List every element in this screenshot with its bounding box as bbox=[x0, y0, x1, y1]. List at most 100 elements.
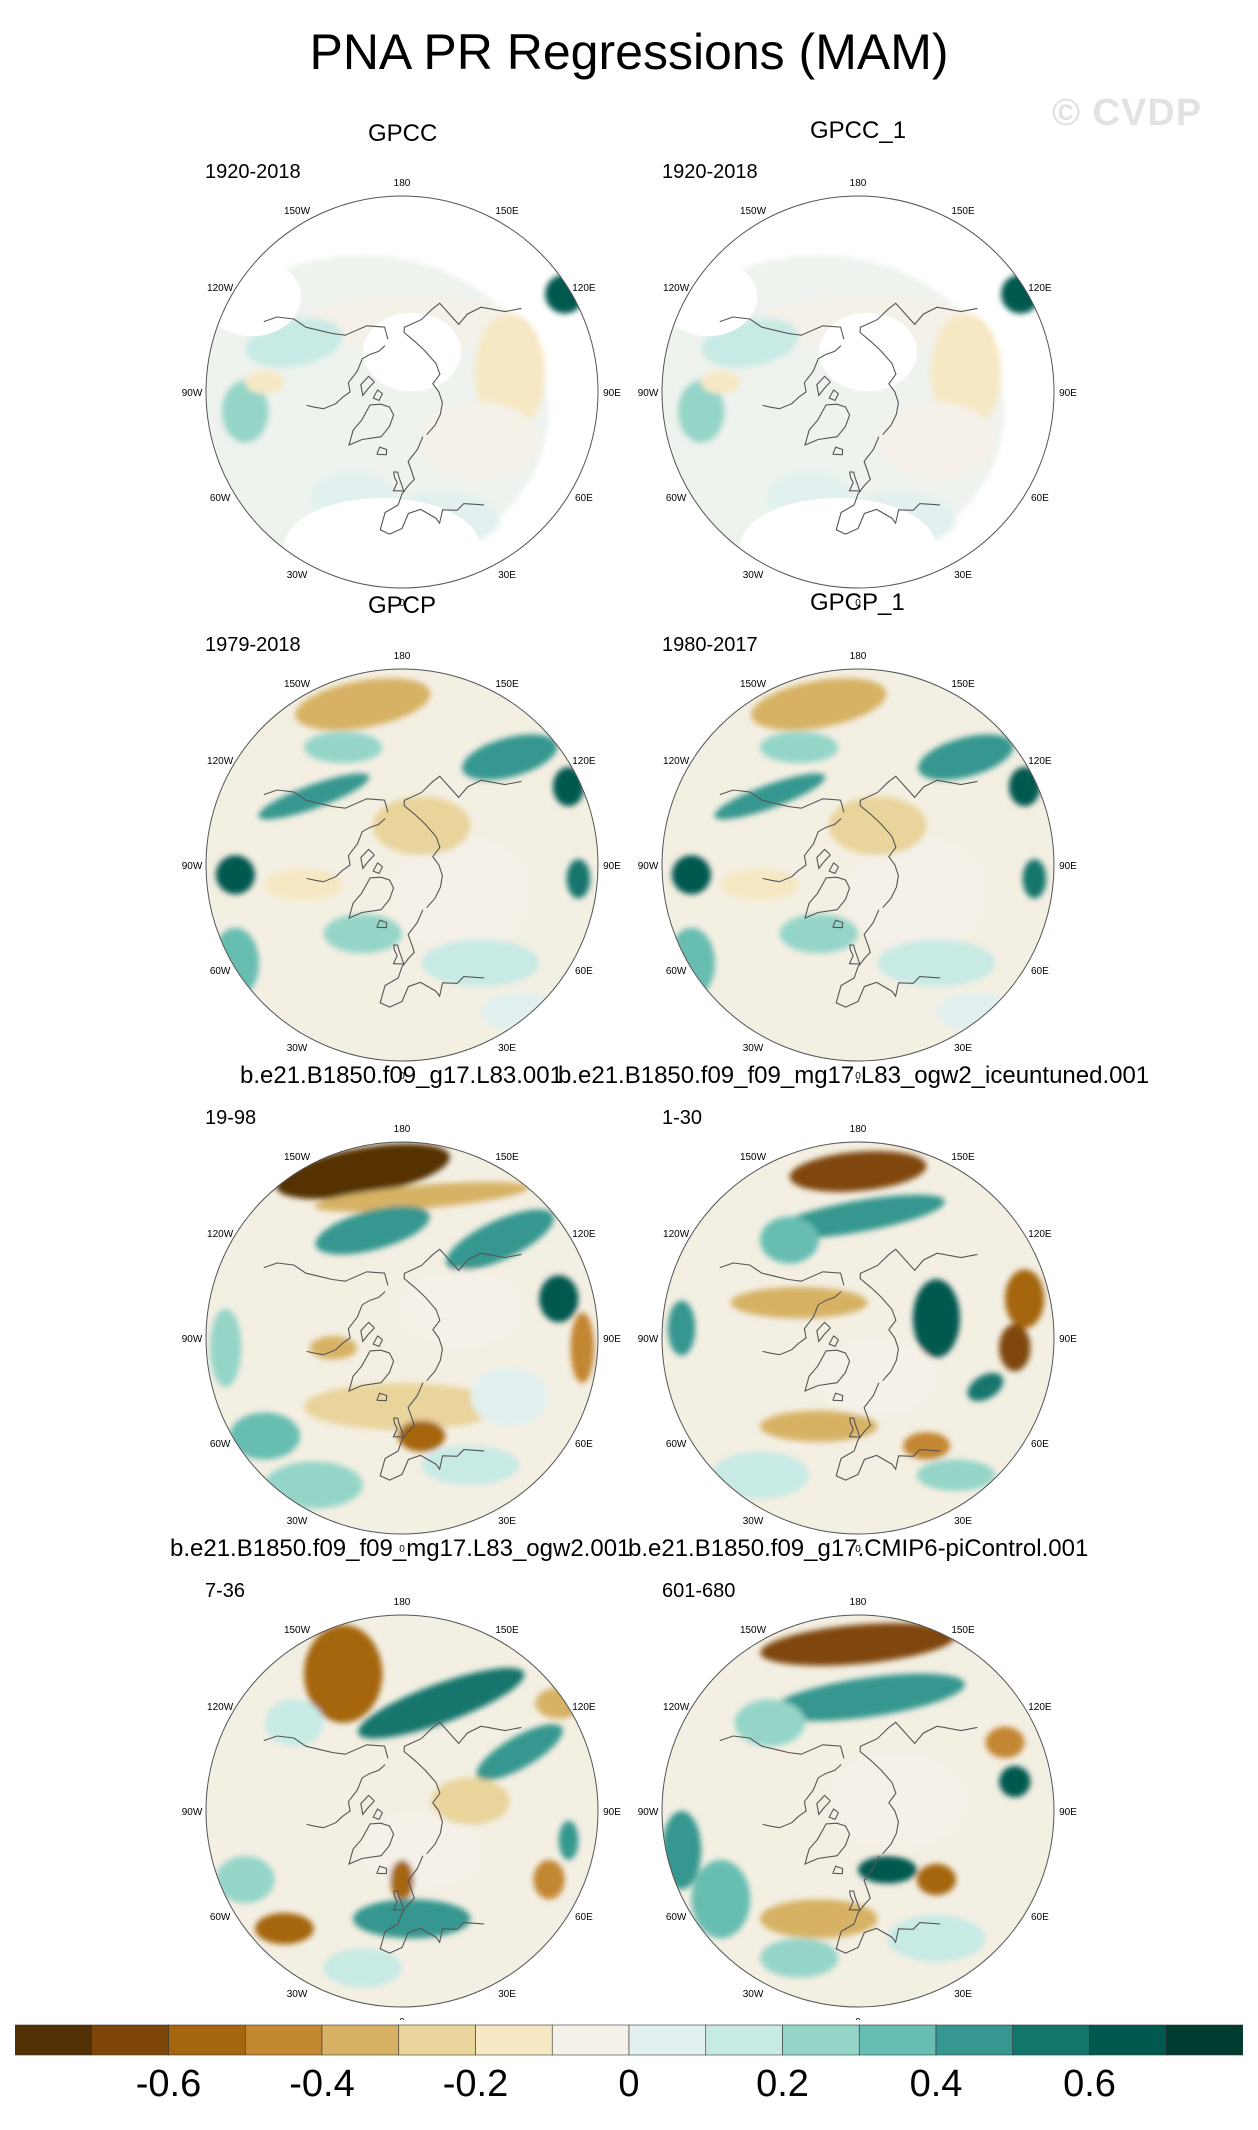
anomaly-blob bbox=[714, 773, 826, 820]
longitude-label: 120W bbox=[207, 283, 234, 294]
anomaly-blob bbox=[245, 370, 285, 394]
map-border bbox=[661, 668, 1055, 1062]
longitude-label: 30W bbox=[287, 1989, 308, 2000]
coastline bbox=[306, 818, 386, 883]
longitude-label: 60E bbox=[575, 1912, 593, 1923]
coastline bbox=[372, 1808, 383, 1821]
coastline bbox=[816, 1794, 831, 1816]
coastline bbox=[379, 1855, 485, 1954]
coastline bbox=[762, 1764, 842, 1829]
anomaly-blob bbox=[770, 1673, 965, 1722]
coastline bbox=[859, 1248, 978, 1382]
anomaly-blob bbox=[1022, 859, 1047, 899]
map-panel-1: 180 150E 120E 90E 60E 30E 0 30W 60W 90W 120W 150W bbox=[638, 178, 1078, 609]
anomaly-blob bbox=[315, 1205, 430, 1255]
coastline bbox=[859, 1721, 978, 1855]
coastline bbox=[859, 302, 978, 436]
coastline bbox=[348, 1349, 395, 1392]
map-border bbox=[661, 1141, 1055, 1535]
longitude-label: 30W bbox=[287, 1043, 308, 1054]
anomaly-blob bbox=[264, 1699, 324, 1747]
longitude-label: 90E bbox=[603, 1334, 621, 1345]
anomaly-blob bbox=[446, 1209, 554, 1271]
longitude-label: 90W bbox=[182, 1334, 203, 1345]
coastline bbox=[816, 375, 831, 397]
coastline bbox=[804, 1822, 851, 1865]
anomaly-blob bbox=[677, 380, 725, 443]
map-panel-0: 180 150E 120E 90E 60E 30E 0 30W 60W 90W 120W 150W bbox=[182, 178, 622, 609]
longitude-label: 30E bbox=[498, 1043, 516, 1054]
colorbar-swatch bbox=[244, 2024, 323, 2056]
coastline bbox=[379, 436, 485, 535]
coastline bbox=[832, 446, 844, 456]
longitude-label: 120E bbox=[1028, 283, 1052, 294]
coastline bbox=[828, 1335, 839, 1348]
longitude-label: 120W bbox=[663, 283, 690, 294]
coastline bbox=[360, 848, 375, 870]
longitude-label: 150E bbox=[951, 1152, 975, 1163]
longitude-label: 0 bbox=[399, 598, 405, 609]
anomaly-blob bbox=[421, 939, 540, 987]
anomaly-blob bbox=[309, 1336, 357, 1360]
anomaly-blob bbox=[662, 1811, 702, 1890]
panel-title-2: GPCP bbox=[368, 592, 437, 619]
coastline bbox=[719, 789, 845, 813]
panel-period-4: 19-98 bbox=[205, 1107, 257, 1129]
map-background bbox=[206, 1615, 598, 2007]
coastline bbox=[804, 876, 851, 919]
longitude-label: 0 bbox=[855, 1544, 861, 1555]
colorbar-swatch bbox=[1012, 2024, 1090, 2056]
colorbar-tick-label: -0.4 bbox=[289, 2063, 355, 2105]
map-border bbox=[661, 195, 1055, 589]
anomaly-blob bbox=[221, 380, 269, 443]
panel-title-5: b.e21.B1850.f09_f09_mg17.L83_ogw2_iceunt… bbox=[558, 1062, 1150, 1089]
longitude-label: 90E bbox=[1059, 1334, 1077, 1345]
longitude-label: 60E bbox=[575, 966, 593, 977]
longitude-label: 60W bbox=[666, 493, 687, 504]
coastline bbox=[816, 1321, 831, 1343]
coastline bbox=[835, 909, 941, 1008]
anomaly-blob bbox=[372, 796, 471, 856]
longitude-label: 120E bbox=[572, 756, 596, 767]
colorbar-swatch bbox=[782, 2024, 860, 2056]
longitude-label: 30W bbox=[743, 570, 764, 581]
coastline bbox=[835, 436, 941, 535]
anomaly-blob bbox=[211, 927, 259, 999]
coastline bbox=[360, 1321, 375, 1343]
anomaly-blob bbox=[314, 1181, 529, 1212]
longitude-label: 120W bbox=[207, 756, 234, 767]
anomaly-blob bbox=[229, 1412, 301, 1460]
longitude-label: 60E bbox=[1031, 966, 1049, 977]
anomaly-blob bbox=[828, 796, 927, 856]
coastline bbox=[263, 789, 389, 813]
coastline bbox=[376, 446, 388, 456]
longitude-label: 150E bbox=[951, 206, 975, 217]
colorbar-swatch bbox=[91, 2024, 169, 2056]
longitude-label: 180 bbox=[394, 178, 411, 189]
longitude-label: 0 bbox=[399, 1071, 405, 1082]
anomaly-blob bbox=[858, 1856, 917, 1884]
longitude-label: 90W bbox=[638, 1334, 659, 1345]
longitude-label: 120E bbox=[1028, 1702, 1052, 1713]
longitude-label: 180 bbox=[394, 651, 411, 662]
anomaly-blob bbox=[323, 1948, 402, 1988]
coastline bbox=[376, 919, 388, 929]
longitude-label: 60W bbox=[666, 966, 687, 977]
coastline bbox=[348, 876, 395, 919]
longitude-label: 30W bbox=[287, 1516, 308, 1527]
coastline bbox=[848, 944, 861, 965]
anomaly-blob bbox=[760, 1410, 878, 1442]
longitude-label: 30E bbox=[954, 570, 972, 581]
colorbar-tick-label: 0 bbox=[618, 2063, 640, 2105]
anomaly-blob bbox=[936, 992, 1015, 1032]
coastline bbox=[848, 1890, 861, 1911]
anomaly-blob bbox=[877, 939, 996, 987]
longitude-label: 120E bbox=[572, 283, 596, 294]
coastline bbox=[804, 403, 851, 446]
anomaly-blob bbox=[275, 1143, 450, 1200]
anomaly-blob bbox=[353, 1899, 471, 1939]
coastline bbox=[372, 389, 383, 402]
longitude-label: 150W bbox=[740, 1625, 767, 1636]
longitude-label: 120W bbox=[663, 756, 690, 767]
colorbar-swatch bbox=[551, 2024, 630, 2056]
